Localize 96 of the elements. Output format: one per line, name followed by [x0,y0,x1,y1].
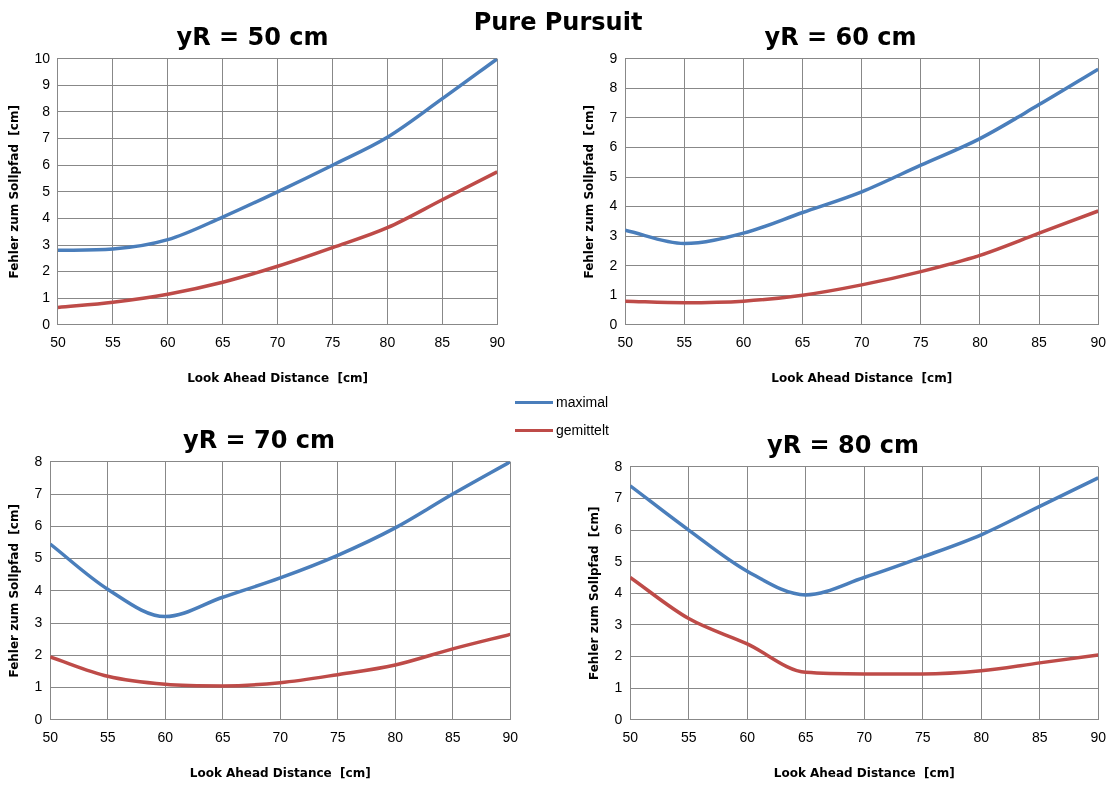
x-tick-label: 70 [856,729,873,746]
y-tick-label: 2 [34,646,43,663]
y-tick-label: 2 [614,647,623,664]
y-tick-label: 8 [614,457,623,474]
x-tick-label: 55 [105,334,121,351]
x-tick-label: 85 [444,729,461,746]
y-tick-label: 5 [614,552,623,569]
y-tick-label: 7 [609,108,618,125]
y-tick-label: 1 [34,678,43,695]
x-tick-label: 90 [489,334,506,351]
legend-label: maximal [556,394,609,410]
y-tick-label: 3 [609,226,618,243]
x-tick-label: 50 [617,334,634,351]
y-tick-label: 9 [42,76,51,93]
chart-title: yR = 50 cm [176,22,329,51]
x-tick-label: 50 [50,334,66,351]
x-tick-label: 75 [914,729,931,746]
y-tick-label: 7 [614,489,623,506]
legend-label: gemittelt [556,422,609,438]
x-tick-label: 55 [680,729,697,746]
y-tick-label: 6 [34,517,43,534]
x-tick-label: 60 [735,334,752,351]
y-tick-label: 0 [42,315,51,332]
x-tick-label: 90 [1090,729,1107,746]
y-axis-title: Fehler zum Sollpfad [cm] [7,105,22,279]
y-tick-label: 4 [614,584,623,601]
y-tick-label: 3 [34,613,43,630]
y-axis-title: Fehler zum Sollpfad [cm] [587,506,602,681]
x-tick-label: 85 [434,334,451,351]
y-tick-label: 6 [614,520,623,537]
y-tick-label: 6 [42,156,51,173]
x-tick-label: 85 [1031,334,1048,351]
y-axis-title: Fehler zum Sollpfad [cm] [7,504,22,678]
x-tick-label: 75 [324,334,341,351]
x-tick-label: 50 [622,729,639,746]
text: Pure Pursuit [473,8,643,36]
x-tick-label: 80 [379,334,396,351]
y-tick-label: 4 [34,581,43,598]
line-series [630,476,1099,597]
y-tick-label: 2 [42,262,51,279]
y-tick-label: 4 [609,197,618,214]
x-tick-label: 65 [214,334,231,351]
chart-title: yR = 60 cm [764,22,917,51]
x-tick-label: 80 [973,729,990,746]
y-tick-label: 10 [34,49,51,66]
y-tick-label: 1 [614,679,623,696]
y-tick-label: 1 [609,286,618,303]
line-series [57,170,498,310]
x-tick-label: 55 [676,334,693,351]
x-tick-label: 60 [739,729,756,746]
line-series [50,632,511,688]
x-tick-label: 65 [794,334,811,351]
x-axis-title: Look Ahead Distance [cm] [771,370,953,385]
x-tick-label: 80 [972,334,988,351]
y-tick-label: 9 [609,49,618,66]
y-tick-label: 8 [42,102,51,119]
x-tick-label: 65 [797,729,814,746]
y-tick-label: 7 [42,129,51,146]
x-axis-title: Look Ahead Distance [cm] [189,765,371,780]
x-tick-label: 70 [853,334,870,351]
x-tick-label: 60 [157,729,174,746]
line-series [630,575,1099,676]
y-tick-label: 0 [614,710,623,727]
y-tick-label: 2 [609,256,618,273]
x-tick-label: 80 [387,729,404,746]
x-axis-title: Look Ahead Distance [cm] [773,765,955,780]
chart-title: yR = 70 cm [183,425,335,454]
x-tick-label: 55 [99,729,116,746]
x-tick-label: 75 [329,729,346,746]
chart-title: yR = 80 cm [767,430,919,459]
x-tick-label: 70 [269,334,286,351]
x-axis-title: Look Ahead Distance [cm] [187,370,369,385]
y-tick-label: 3 [42,235,51,252]
y-axis-title: Fehler zum Sollpfad [cm] [582,105,597,279]
y-tick-label: 5 [34,549,43,566]
line-series [625,67,1099,246]
x-tick-label: 75 [913,334,929,351]
x-tick-label: 90 [1090,334,1107,351]
y-tick-label: 8 [34,452,43,469]
x-tick-label: 65 [214,729,231,746]
x-tick-label: 60 [159,334,176,351]
y-tick-label: 8 [609,79,618,96]
y-tick-label: 5 [609,167,618,184]
line-series [625,209,1099,305]
x-tick-label: 50 [42,729,59,746]
x-tick-label: 70 [272,729,289,746]
y-tick-label: 1 [42,289,51,306]
x-tick-label: 85 [1031,729,1048,746]
x-tick-label: 90 [502,729,519,746]
y-tick-label: 3 [614,615,623,632]
y-tick-label: 0 [34,710,43,727]
y-tick-label: 5 [42,182,51,199]
y-tick-label: 7 [34,484,43,501]
y-tick-label: 6 [609,138,618,155]
y-tick-label: 4 [42,209,51,226]
y-tick-label: 0 [609,315,618,332]
